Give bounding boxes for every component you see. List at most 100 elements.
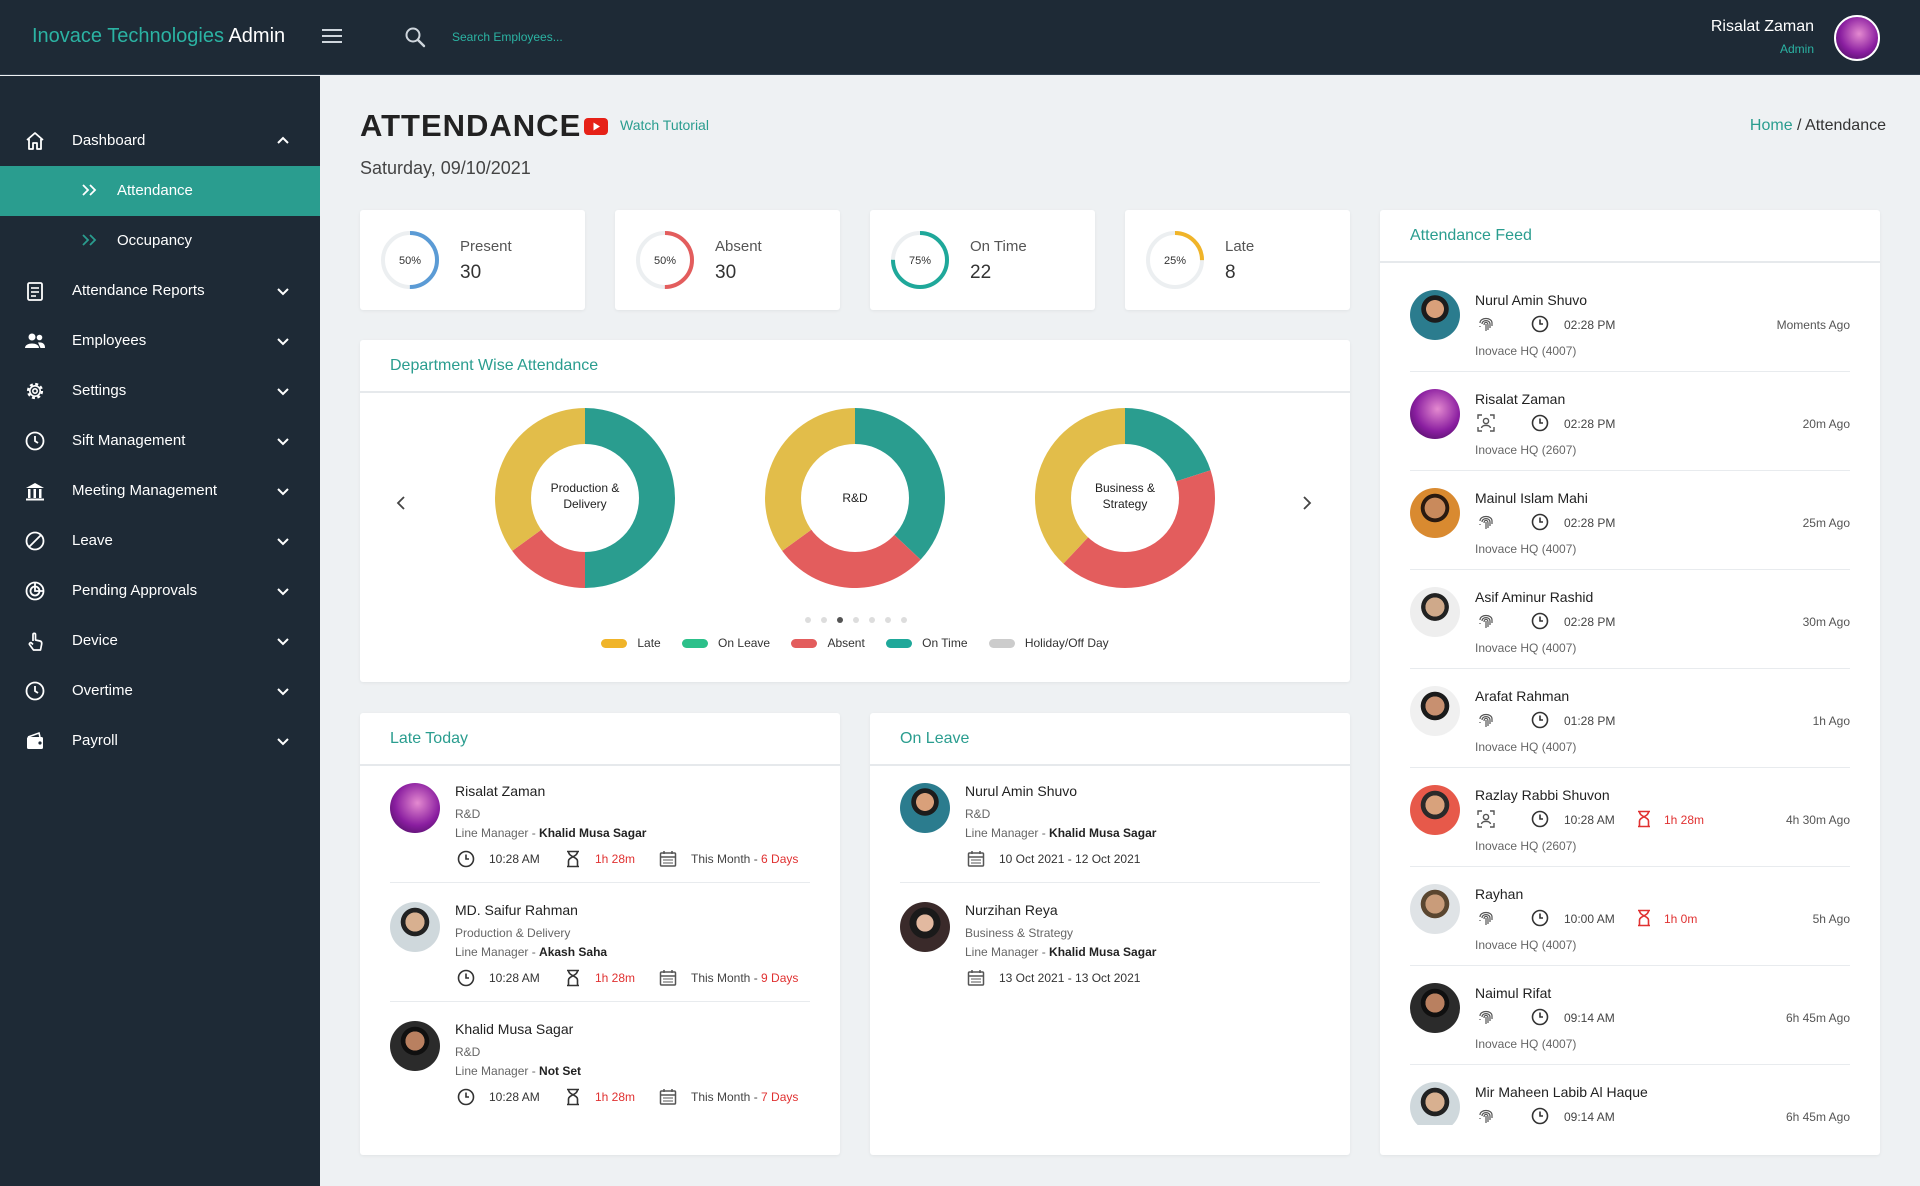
chevron-right-icon[interactable] [1300, 495, 1314, 511]
sidebar-item-label: Settings [72, 382, 127, 399]
calendar-icon [658, 968, 678, 993]
stat-card-late[interactable]: 25% Late 8 [1125, 210, 1350, 310]
card-title: Attendance Feed [1410, 227, 1532, 244]
card-title: Department Wise Attendance [390, 357, 599, 374]
sidebar-item-payroll[interactable]: Payroll [0, 716, 320, 766]
sidebar-item-sift-management[interactable]: Sift Management [0, 416, 320, 466]
avatar [390, 1021, 440, 1071]
stat-value: 8 [1225, 262, 1236, 283]
touch-icon [28, 632, 43, 651]
chevron-down-icon [277, 288, 289, 296]
stat-card-present[interactable]: 50% Present 30 [360, 210, 585, 310]
person-name: Rayhan [1475, 886, 1524, 902]
chevron-down-icon [277, 738, 289, 746]
person-name: Nurul Amin Shuvo [965, 783, 1078, 799]
avatar [1410, 686, 1460, 736]
sidebar-item-dashboard[interactable]: Dashboard [0, 116, 320, 166]
punch-time: 09:14 AM [1564, 1011, 1615, 1025]
chevron-left-icon[interactable] [394, 495, 408, 511]
sidebar-item-label: Sift Management [72, 432, 186, 449]
late-duration: 1h 28m [595, 852, 636, 866]
calendar-icon [966, 968, 986, 993]
chevron-down-icon [277, 488, 289, 496]
punch-time: 02:28 PM [1564, 318, 1616, 332]
calendar-icon [658, 1087, 678, 1112]
carousel-dots[interactable] [800, 610, 912, 628]
report-icon [27, 282, 43, 301]
stat-card-absent[interactable]: 50% Absent 30 [615, 210, 840, 310]
sidebar-item-label: Overtime [72, 682, 133, 699]
sidebar-item-overtime[interactable]: Overtime [0, 666, 320, 716]
sidebar-item-leave[interactable]: Leave [0, 516, 320, 566]
person-name: Risalat Zaman [1475, 391, 1566, 407]
breadcrumb-home[interactable]: Home [1749, 117, 1793, 134]
department-attendance-card: Department Wise Attendance Production & D… [360, 340, 1350, 682]
hourglass-icon [563, 849, 583, 874]
stat-card-on-time[interactable]: 75% On Time 22 [870, 210, 1095, 310]
card-header: On Leave [870, 713, 1350, 766]
row-divider [1410, 470, 1850, 471]
clock-icon [1530, 512, 1550, 537]
stat-label: On Time [970, 238, 1027, 255]
sidebar-item-meeting-management[interactable]: Meeting Management [0, 466, 320, 516]
watch-tutorial-link[interactable]: Watch Tutorial [620, 117, 709, 133]
sidebar-item-label: Employees [72, 332, 147, 349]
hamburger-menu-icon[interactable] [322, 29, 342, 45]
user-role: Admin [1779, 42, 1814, 56]
location: Inovace HQ (4007) [1475, 344, 1577, 358]
fingerprint-icon [1476, 512, 1496, 537]
gear-icon [26, 382, 44, 400]
person-name: Asif Aminur Rashid [1475, 589, 1594, 605]
sidebar: Dashboard Attendance Occupancy Attendanc… [0, 76, 320, 1186]
fingerprint-icon [1476, 1007, 1496, 1032]
donut-label: Business & [1095, 481, 1155, 495]
chart-legend: Late On Leave Absent On Time Holiday/Off… [360, 636, 1350, 650]
double-chevron-icon [82, 184, 97, 196]
stat-value: 30 [715, 262, 737, 283]
department-donut-charts: Production & Delivery R&D Business & Strat… [495, 408, 1215, 588]
card-title: On Leave [900, 730, 970, 747]
sidebar-item-attendance[interactable]: Attendance [0, 166, 320, 216]
clock-icon [1530, 413, 1550, 438]
chevron-down-icon [277, 538, 289, 546]
fingerprint-icon [1476, 1106, 1496, 1125]
person-department: R&D [455, 1045, 481, 1059]
time-ago: 20m Ago [1802, 417, 1850, 431]
sidebar-item-device[interactable]: Device [0, 616, 320, 666]
chevron-down-icon [277, 688, 289, 696]
sidebar-item-settings[interactable]: Settings [0, 366, 320, 416]
sidebar-item-attendance-reports[interactable]: Attendance Reports [0, 266, 320, 316]
avatar [1410, 389, 1460, 439]
chevron-up-icon [277, 136, 289, 144]
location: Inovace HQ (4007) [1475, 1037, 1577, 1051]
person-department: R&D [455, 807, 481, 821]
sidebar-item-label: Meeting Management [72, 482, 218, 499]
brand-logo-text[interactable]: Inovace Technologies Admin [32, 25, 285, 48]
location: Inovace HQ (2607) [1475, 839, 1577, 853]
home-icon [26, 132, 44, 150]
user-info[interactable]: Risalat Zaman Admin [1711, 18, 1814, 56]
sidebar-item-occupancy[interactable]: Occupancy [0, 216, 320, 266]
row-divider [390, 1001, 810, 1002]
time-ago: 25m Ago [1802, 516, 1850, 530]
clock-icon [25, 681, 45, 701]
brand-company: Inovace Technologies [32, 25, 224, 47]
clock-icon [456, 849, 476, 874]
person-name: Mir Maheen Labib Al Haque [1475, 1084, 1648, 1100]
late-percent: 25% [1164, 255, 1186, 267]
card-header: Late Today [360, 713, 840, 766]
search-input[interactable] [452, 24, 752, 50]
search-icon[interactable] [404, 26, 426, 48]
in-time: 10:28 AM [489, 1090, 540, 1104]
sidebar-item-employees[interactable]: Employees [0, 316, 320, 366]
user-avatar[interactable] [1834, 15, 1880, 61]
fingerprint-icon [1476, 908, 1496, 933]
calendar-icon [966, 849, 986, 874]
calendar-icon [658, 849, 678, 874]
sidebar-item-pending-approvals[interactable]: Pending Approvals [0, 566, 320, 616]
youtube-icon[interactable] [584, 118, 608, 135]
clock-icon [456, 968, 476, 993]
hourglass-icon [1634, 809, 1654, 834]
late-duration: 1h 28m [595, 1090, 636, 1104]
legend-item: On Time [886, 636, 968, 650]
